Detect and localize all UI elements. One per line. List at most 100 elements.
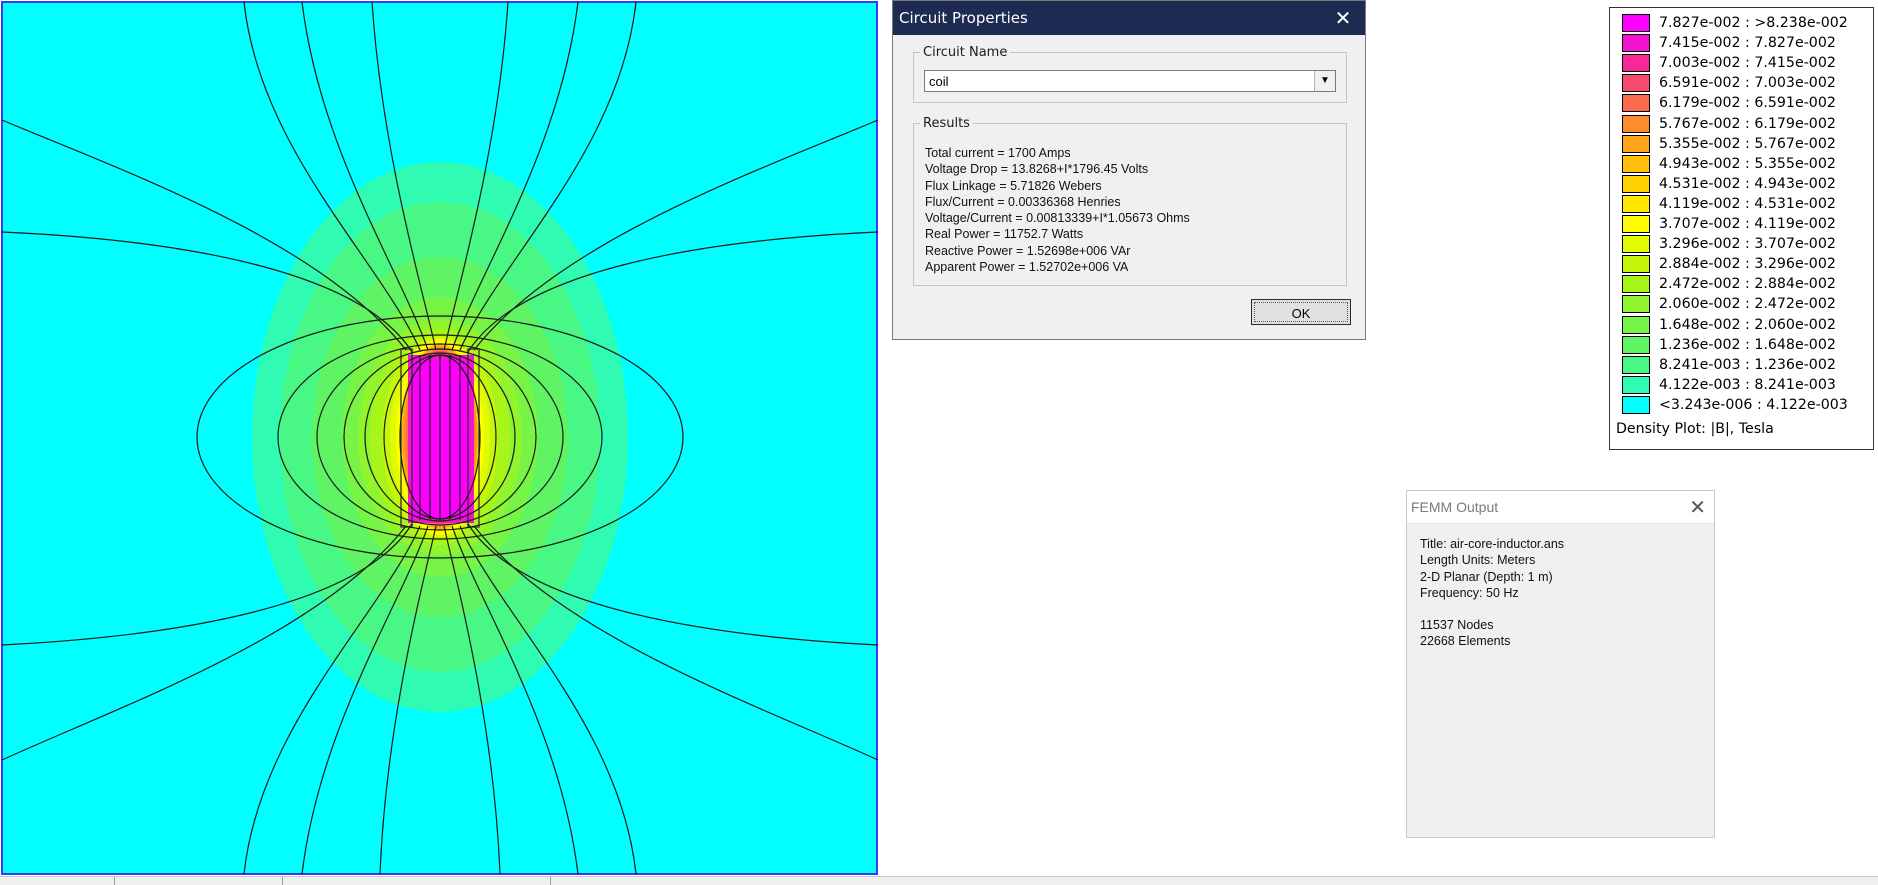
mesh-line: 22668 Elements bbox=[1420, 634, 1511, 649]
legend-label: 4.943e-002 : 5.355e-002 bbox=[1659, 155, 1836, 172]
chevron-down-icon[interactable]: ▼ bbox=[1314, 71, 1335, 91]
legend-entry: 6.179e-002 : 6.591e-002 bbox=[1616, 93, 1866, 113]
legend-entry: 3.707e-002 : 4.119e-002 bbox=[1616, 214, 1866, 234]
legend-entry: 7.415e-002 : 7.827e-002 bbox=[1616, 33, 1866, 53]
mesh-line: 11537 Nodes bbox=[1420, 618, 1494, 633]
legend-label: 1.236e-002 : 1.648e-002 bbox=[1659, 336, 1836, 353]
circuit-name-label: Circuit Name bbox=[923, 45, 1008, 60]
legend-entry: 4.119e-002 : 4.531e-002 bbox=[1616, 194, 1866, 214]
legend-label: 3.707e-002 : 4.119e-002 bbox=[1659, 216, 1836, 232]
legend-label: 5.355e-002 : 5.767e-002 bbox=[1659, 135, 1836, 152]
legend-swatch bbox=[1622, 194, 1650, 213]
density-legend: 7.827e-002 : >8.238e-002 7.415e-002 : 7.8… bbox=[1609, 7, 1874, 450]
legend-entry: 2.060e-002 : 2.472e-002 bbox=[1616, 294, 1866, 314]
legend-label: 4.122e-003 : 8.241e-003 bbox=[1659, 376, 1836, 393]
legend-label: 3.296e-002 : 3.707e-002 bbox=[1659, 236, 1836, 253]
legend-swatch bbox=[1622, 335, 1650, 354]
legend-entry: 1.648e-002 : 2.060e-002 bbox=[1616, 315, 1866, 335]
flux-lines bbox=[1, 1, 879, 875]
result-line: Voltage Drop = 13.8268+I*1796.45 Volts bbox=[925, 162, 1149, 177]
info-line: 2-D Planar (Depth: 1 m) bbox=[1420, 569, 1553, 584]
legend-swatch bbox=[1622, 215, 1650, 233]
legend-swatch bbox=[1622, 54, 1650, 73]
legend-label: 4.119e-002 : 4.531e-002 bbox=[1659, 195, 1836, 212]
legend-entry: 5.767e-002 : 6.179e-002 bbox=[1616, 114, 1866, 134]
femm-output-titlebar[interactable]: FEMM Output ✕ bbox=[1407, 491, 1714, 524]
legend-swatch bbox=[1622, 235, 1650, 254]
legend-label: 8.241e-003 : 1.236e-002 bbox=[1659, 356, 1836, 373]
legend-swatch bbox=[1622, 255, 1650, 274]
legend-entry: 1.236e-002 : 1.648e-002 bbox=[1616, 335, 1866, 355]
legend-swatch bbox=[1622, 114, 1650, 133]
legend-label: 6.591e-002 : 7.003e-002 bbox=[1659, 75, 1836, 92]
legend-caption: Density Plot: |B|, Tesla bbox=[1616, 421, 1774, 437]
legend-entry: 5.355e-002 : 5.767e-002 bbox=[1616, 134, 1866, 154]
legend-label: 5.767e-002 : 6.179e-002 bbox=[1659, 115, 1836, 132]
legend-swatch bbox=[1622, 154, 1650, 173]
legend-entry: 4.943e-002 : 5.355e-002 bbox=[1616, 154, 1866, 174]
legend-swatch bbox=[1622, 355, 1650, 374]
legend-swatch bbox=[1622, 395, 1650, 414]
close-icon[interactable]: ✕ bbox=[1689, 495, 1706, 519]
result-line: Reactive Power = 1.52698e+006 VAr bbox=[925, 243, 1131, 258]
dialog-title: Circuit Properties bbox=[899, 9, 1028, 27]
legend-entry: 7.827e-002 : >8.238e-002 bbox=[1616, 13, 1866, 33]
femm-output-title: FEMM Output bbox=[1411, 499, 1499, 515]
legend-label: 2.884e-002 : 3.296e-002 bbox=[1659, 256, 1836, 273]
legend-entry: <3.243e-006 : 4.122e-003 bbox=[1616, 395, 1866, 415]
legend-entry: 6.591e-002 : 7.003e-002 bbox=[1616, 73, 1866, 93]
status-segment bbox=[0, 877, 115, 885]
results-group: Results Total current = 1700 Amps Voltag… bbox=[913, 116, 1347, 286]
legend-label: 7.003e-002 : 7.415e-002 bbox=[1659, 55, 1836, 72]
circuit-name-group: Circuit Name coil ▼ bbox=[913, 45, 1347, 103]
legend-swatch bbox=[1622, 275, 1650, 294]
result-line: Apparent Power = 1.52702e+006 VA bbox=[925, 260, 1129, 275]
results-list: Total current = 1700 Amps Voltage Drop =… bbox=[925, 145, 1190, 275]
ok-button[interactable]: OK bbox=[1251, 299, 1351, 325]
legend-swatch bbox=[1622, 295, 1650, 314]
legend-label: <3.243e-006 : 4.122e-003 bbox=[1659, 396, 1848, 413]
legend-swatch bbox=[1622, 174, 1650, 193]
legend-label: 4.531e-002 : 4.943e-002 bbox=[1659, 175, 1836, 192]
result-line: Real Power = 11752.7 Watts bbox=[925, 227, 1084, 242]
density-plot-canvas[interactable] bbox=[0, 0, 880, 876]
status-segment bbox=[282, 877, 551, 885]
dialog-titlebar[interactable]: Circuit Properties ✕ bbox=[893, 1, 1365, 35]
circuit-name-value: coil bbox=[929, 74, 949, 89]
legend-entry: 7.003e-002 : 7.415e-002 bbox=[1616, 53, 1866, 73]
legend-entry: 3.296e-002 : 3.707e-002 bbox=[1616, 234, 1866, 254]
legend-swatch bbox=[1622, 94, 1650, 113]
legend-label: 7.827e-002 : >8.238e-002 bbox=[1659, 15, 1848, 31]
legend-swatch bbox=[1622, 74, 1650, 93]
legend-entry: 2.472e-002 : 2.884e-002 bbox=[1616, 274, 1866, 294]
legend-label: 1.648e-002 : 2.060e-002 bbox=[1659, 316, 1836, 333]
close-icon[interactable]: ✕ bbox=[1334, 6, 1352, 30]
density-plot-svg[interactable] bbox=[0, 0, 880, 876]
legend-label: 2.472e-002 : 2.884e-002 bbox=[1659, 276, 1836, 293]
legend-label: 6.179e-002 : 6.591e-002 bbox=[1659, 95, 1836, 112]
legend-swatch bbox=[1622, 34, 1650, 53]
legend-entry: 2.884e-002 : 3.296e-002 bbox=[1616, 254, 1866, 274]
legend-swatch bbox=[1622, 375, 1650, 394]
result-line: Flux/Current = 0.00336368 Henries bbox=[925, 194, 1121, 209]
circuit-name-select[interactable]: coil ▼ bbox=[924, 70, 1336, 92]
legend-entry: 8.241e-003 : 1.236e-002 bbox=[1616, 355, 1866, 375]
femm-output-body: Title: air-core-inductor.ans Length Unit… bbox=[1420, 536, 1564, 650]
circuit-properties-dialog[interactable]: Circuit Properties ✕ Circuit Name coil ▼… bbox=[892, 0, 1366, 340]
femm-output-window[interactable]: FEMM Output ✕ Title: air-core-inductor.a… bbox=[1406, 490, 1715, 838]
info-line: Length Units: Meters bbox=[1420, 553, 1536, 568]
result-line: Voltage/Current = 0.00813339+I*1.05673 O… bbox=[925, 211, 1190, 226]
status-segment bbox=[114, 877, 283, 885]
result-line: Flux Linkage = 5.71826 Webers bbox=[925, 178, 1102, 193]
status-bar bbox=[0, 876, 1878, 885]
legend-swatch bbox=[1622, 14, 1650, 32]
legend-entry: 4.531e-002 : 4.943e-002 bbox=[1616, 174, 1866, 194]
legend-label: 7.415e-002 : 7.827e-002 bbox=[1659, 35, 1836, 52]
results-label: Results bbox=[923, 116, 970, 131]
result-line: Total current = 1700 Amps bbox=[925, 146, 1071, 160]
spacer bbox=[1420, 601, 1564, 617]
info-line: Frequency: 50 Hz bbox=[1420, 585, 1519, 600]
legend-swatch bbox=[1622, 134, 1650, 153]
legend-swatch bbox=[1622, 315, 1650, 334]
ok-button-label: OK bbox=[1254, 302, 1348, 322]
